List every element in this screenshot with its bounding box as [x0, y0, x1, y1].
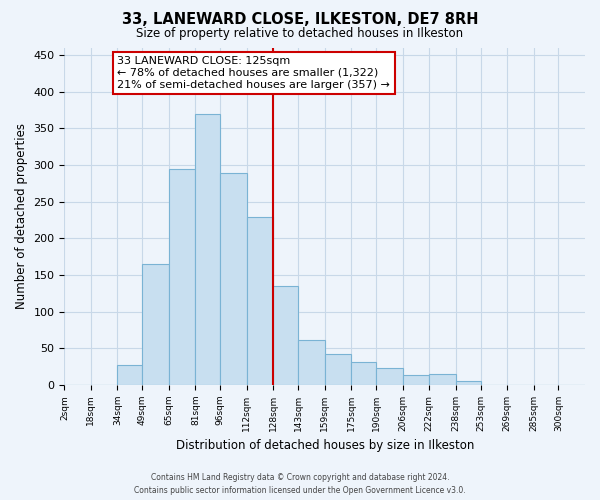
- Bar: [247, 217, 274, 385]
- Bar: [169, 168, 196, 385]
- Bar: [142, 264, 169, 385]
- Text: 33 LANEWARD CLOSE: 125sqm
← 78% of detached houses are smaller (1,322)
21% of se: 33 LANEWARD CLOSE: 125sqm ← 78% of detac…: [118, 56, 391, 90]
- Y-axis label: Number of detached properties: Number of detached properties: [15, 124, 28, 310]
- Bar: [220, 173, 247, 385]
- Text: Contains HM Land Registry data © Crown copyright and database right 2024.
Contai: Contains HM Land Registry data © Crown c…: [134, 474, 466, 495]
- Text: 33, LANEWARD CLOSE, ILKESTON, DE7 8RH: 33, LANEWARD CLOSE, ILKESTON, DE7 8RH: [122, 12, 478, 28]
- Bar: [403, 375, 429, 385]
- Bar: [298, 340, 325, 385]
- Bar: [376, 368, 403, 385]
- Bar: [196, 114, 220, 385]
- Bar: [351, 362, 376, 385]
- Bar: [429, 374, 455, 385]
- Bar: [455, 380, 481, 385]
- Text: Size of property relative to detached houses in Ilkeston: Size of property relative to detached ho…: [136, 28, 464, 40]
- Bar: [325, 354, 351, 385]
- Bar: [274, 286, 298, 385]
- X-axis label: Distribution of detached houses by size in Ilkeston: Distribution of detached houses by size …: [176, 440, 474, 452]
- Bar: [118, 364, 142, 385]
